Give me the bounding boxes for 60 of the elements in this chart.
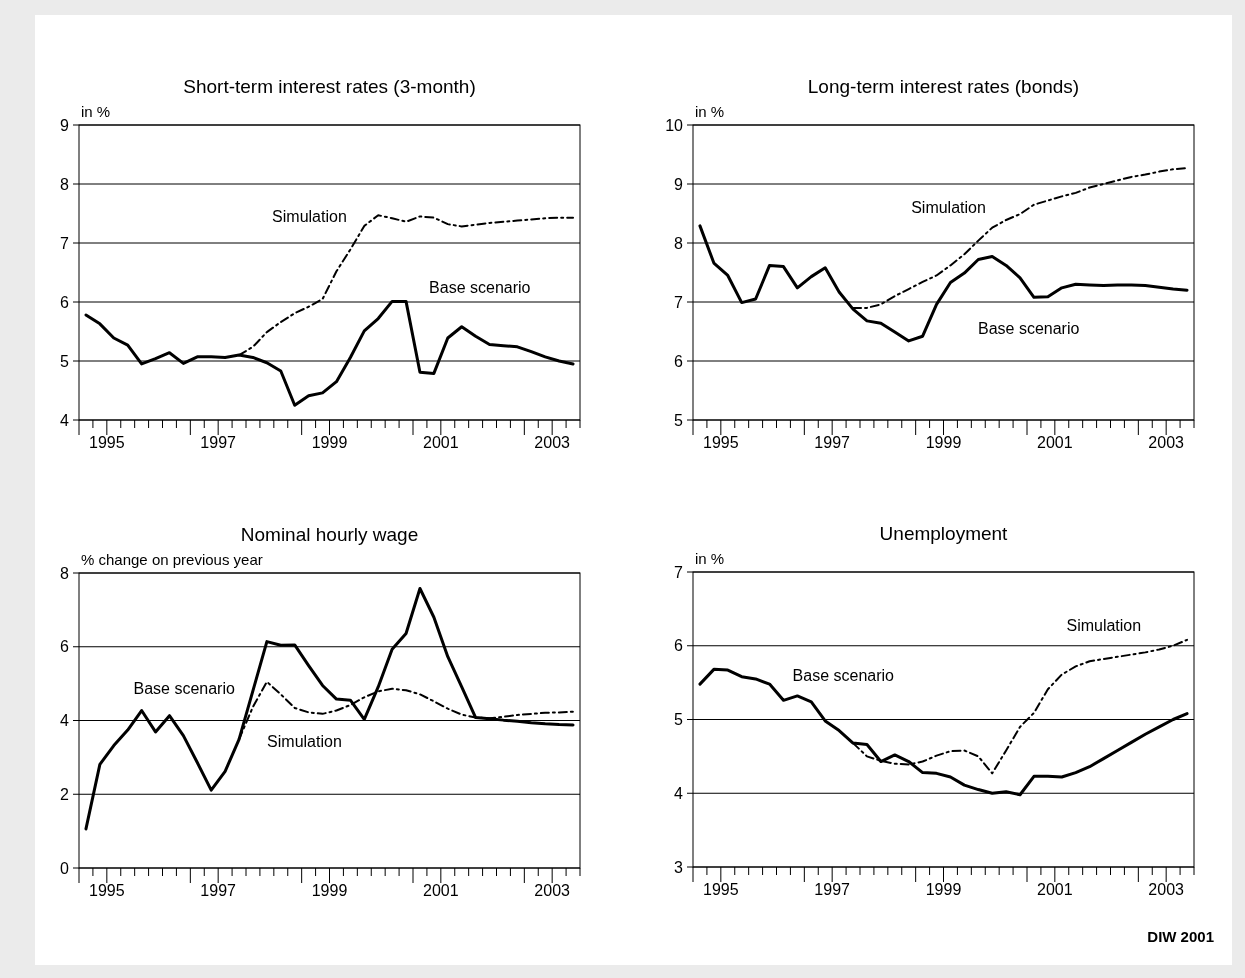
y-tick-label: 9 [60,116,70,134]
series-label: Simulation [272,208,347,226]
y-tick-label: 0 [60,859,70,877]
y-tick-label: 7 [674,563,684,581]
chart-title: Nominal hourly wage [240,524,419,545]
y-axis-title: % change on previous year [81,551,263,568]
y-tick-label: 9 [674,175,684,193]
x-tick-label: 2003 [534,434,571,451]
y-tick-label: 5 [60,352,70,370]
x-tick-label: 2003 [534,882,571,899]
y-tick-label: 7 [674,293,684,311]
x-tick-label: 1997 [814,881,851,898]
x-tick-label: 1999 [925,434,962,451]
y-tick-label: 3 [674,858,684,876]
y-tick-label: 6 [674,352,684,370]
y-tick-label: 6 [674,637,684,655]
line-series [84,586,575,831]
x-tick-label: 2001 [423,434,459,451]
x-tick-label: 1995 [703,434,739,451]
y-tick-label: 8 [674,234,684,252]
chart-title: Long-term interest rates (bonds) [807,76,1080,97]
x-tick-label: 1999 [311,434,348,451]
x-tick-label: 2003 [1148,881,1185,898]
y-axis-title: in % [695,550,725,567]
series-label: Simulation [1066,616,1142,634]
x-tick-label: 1997 [814,434,851,451]
x-tick-label: 2001 [1037,881,1073,898]
x-tick-label: 1995 [89,882,125,899]
series-label: Base scenario [429,278,531,296]
x-tick-label: 2001 [1037,434,1073,451]
x-tick-label: 2001 [423,882,459,899]
series-label: Base scenario [977,320,1080,338]
x-tick-label: 2003 [1148,434,1185,451]
y-tick-label: 8 [60,175,70,193]
y-tick-label: 4 [60,712,70,730]
x-tick-label: 1997 [200,434,237,451]
series-label: Base scenario [133,679,236,697]
x-tick-label: 1995 [89,434,125,451]
x-tick-label: 1995 [703,881,739,898]
y-tick-label: 10 [665,116,684,134]
y-tick-label: 8 [60,564,70,582]
y-tick-label: 5 [674,711,684,729]
text: DIW 2001 [1147,928,1214,945]
y-tick-label: 4 [60,411,70,429]
y-tick-label: 6 [60,293,70,311]
y-tick-label: 6 [60,638,70,656]
y-axis-title: in % [81,103,111,120]
chart-title: Short-term interest rates (3-month) [183,76,476,97]
x-tick-label: 1999 [311,882,348,899]
y-tick-label: 2 [60,785,70,803]
series-label: Simulation [267,732,342,750]
x-tick-label: 1999 [925,881,962,898]
series-label: Simulation [911,199,986,217]
y-axis-title: in % [695,103,725,120]
x-tick-label: 1997 [200,882,237,899]
y-tick-label: 7 [60,234,70,252]
y-tick-label: 4 [674,784,684,802]
chart-title: Unemployment [879,523,1009,544]
series-label: Base scenario [792,666,895,684]
y-tick-label: 5 [674,411,684,429]
